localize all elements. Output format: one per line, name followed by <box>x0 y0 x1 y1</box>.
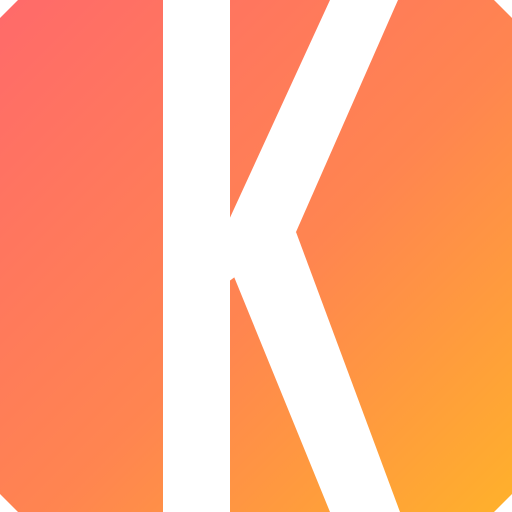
k-letter-stem <box>163 0 230 512</box>
k-letter-upper-arm <box>228 0 398 282</box>
k-letter-lower-leg <box>228 232 400 512</box>
